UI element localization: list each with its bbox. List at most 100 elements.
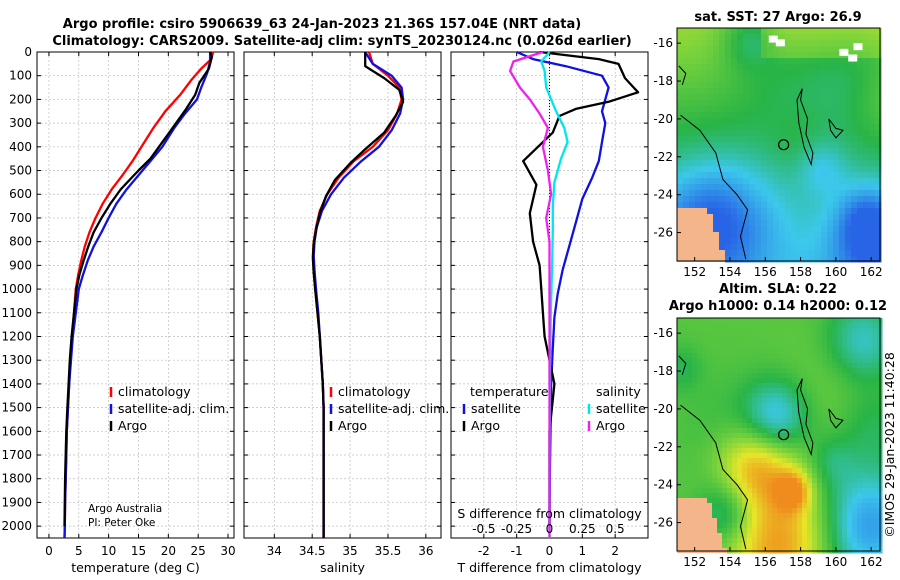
field-cell bbox=[677, 448, 683, 454]
field-cell bbox=[682, 393, 688, 399]
field-cell bbox=[863, 232, 870, 239]
field-cell bbox=[757, 463, 763, 469]
field-cell bbox=[742, 503, 748, 509]
field-cell bbox=[752, 478, 758, 484]
field-cell bbox=[802, 473, 808, 479]
field-cell bbox=[677, 328, 683, 334]
field-cell bbox=[773, 244, 780, 251]
salinity-profile-xlabel: salinity bbox=[320, 560, 365, 575]
field-cell bbox=[747, 538, 753, 544]
field-cell bbox=[761, 46, 768, 53]
field-cell bbox=[782, 448, 788, 454]
field-cell bbox=[787, 368, 793, 374]
field-cell bbox=[732, 408, 738, 414]
field-cell bbox=[742, 453, 748, 459]
field-cell bbox=[683, 160, 690, 167]
field-cell bbox=[837, 403, 843, 409]
field-cell bbox=[762, 483, 768, 489]
field-cell bbox=[752, 433, 758, 439]
field-cell bbox=[802, 333, 808, 339]
field-cell bbox=[847, 533, 853, 539]
field-cell bbox=[697, 428, 703, 434]
field-cell bbox=[857, 208, 864, 215]
field-cell bbox=[717, 343, 723, 349]
field-cell bbox=[875, 172, 882, 179]
field-cell bbox=[752, 428, 758, 434]
field-cell bbox=[773, 172, 780, 179]
field-cell bbox=[677, 473, 683, 479]
field-cell bbox=[757, 353, 763, 359]
field-cell bbox=[712, 358, 718, 364]
field-cell bbox=[792, 488, 798, 494]
field-cell bbox=[762, 508, 768, 514]
field-cell bbox=[707, 148, 714, 155]
field-cell bbox=[832, 493, 838, 499]
field-cell bbox=[857, 256, 864, 263]
field-cell bbox=[851, 190, 858, 197]
field-cell bbox=[725, 76, 732, 83]
field-cell bbox=[752, 338, 758, 344]
field-cell bbox=[722, 468, 728, 474]
field-cell bbox=[712, 458, 718, 464]
field-cell bbox=[697, 423, 703, 429]
field-cell bbox=[847, 413, 853, 419]
field-cell bbox=[863, 226, 870, 233]
field-cell bbox=[815, 250, 822, 257]
field-cell bbox=[791, 100, 798, 107]
field-cell bbox=[845, 34, 852, 41]
field-cell bbox=[802, 403, 808, 409]
field-cell bbox=[857, 458, 863, 464]
field-cell bbox=[717, 358, 723, 364]
field-cell bbox=[832, 438, 838, 444]
field-cell bbox=[791, 202, 798, 209]
field-cell bbox=[743, 160, 750, 167]
field-cell bbox=[857, 533, 863, 539]
field-cell bbox=[815, 148, 822, 155]
field-cell bbox=[827, 154, 834, 161]
field-cell bbox=[702, 353, 708, 359]
field-cell bbox=[752, 498, 758, 504]
land-cell bbox=[702, 518, 707, 523]
field-cell bbox=[773, 118, 780, 125]
field-cell bbox=[807, 513, 813, 519]
field-cell bbox=[732, 393, 738, 399]
field-cell bbox=[867, 408, 873, 414]
field-cell bbox=[833, 64, 840, 71]
field-cell bbox=[803, 88, 810, 95]
field-cell bbox=[833, 220, 840, 227]
field-cell bbox=[767, 393, 773, 399]
field-cell bbox=[695, 94, 702, 101]
field-cell bbox=[725, 178, 732, 185]
field-cell bbox=[847, 518, 853, 524]
field-cell bbox=[719, 76, 726, 83]
field-cell bbox=[827, 112, 834, 119]
field-cell bbox=[845, 166, 852, 173]
field-cell bbox=[839, 250, 846, 257]
field-cell bbox=[767, 523, 773, 529]
field-cell bbox=[791, 148, 798, 155]
field-cell bbox=[777, 473, 783, 479]
field-cell bbox=[682, 383, 688, 389]
field-cell bbox=[842, 473, 848, 479]
field-cell bbox=[737, 338, 743, 344]
cloud-mask bbox=[775, 39, 785, 47]
field-cell bbox=[717, 333, 723, 339]
field-cell bbox=[863, 178, 870, 185]
field-cell bbox=[695, 100, 702, 107]
field-cell bbox=[852, 508, 858, 514]
field-cell bbox=[779, 202, 786, 209]
field-cell bbox=[683, 94, 690, 101]
field-cell bbox=[717, 413, 723, 419]
land-cell bbox=[677, 513, 682, 518]
field-cell bbox=[755, 58, 762, 65]
field-cell bbox=[792, 373, 798, 379]
field-cell bbox=[773, 130, 780, 137]
field-cell bbox=[869, 214, 876, 221]
field-cell bbox=[839, 214, 846, 221]
field-cell bbox=[867, 413, 873, 419]
field-cell bbox=[755, 70, 762, 77]
field-cell bbox=[727, 353, 733, 359]
field-cell bbox=[712, 428, 718, 434]
field-cell bbox=[695, 52, 702, 59]
field-cell bbox=[713, 58, 720, 65]
